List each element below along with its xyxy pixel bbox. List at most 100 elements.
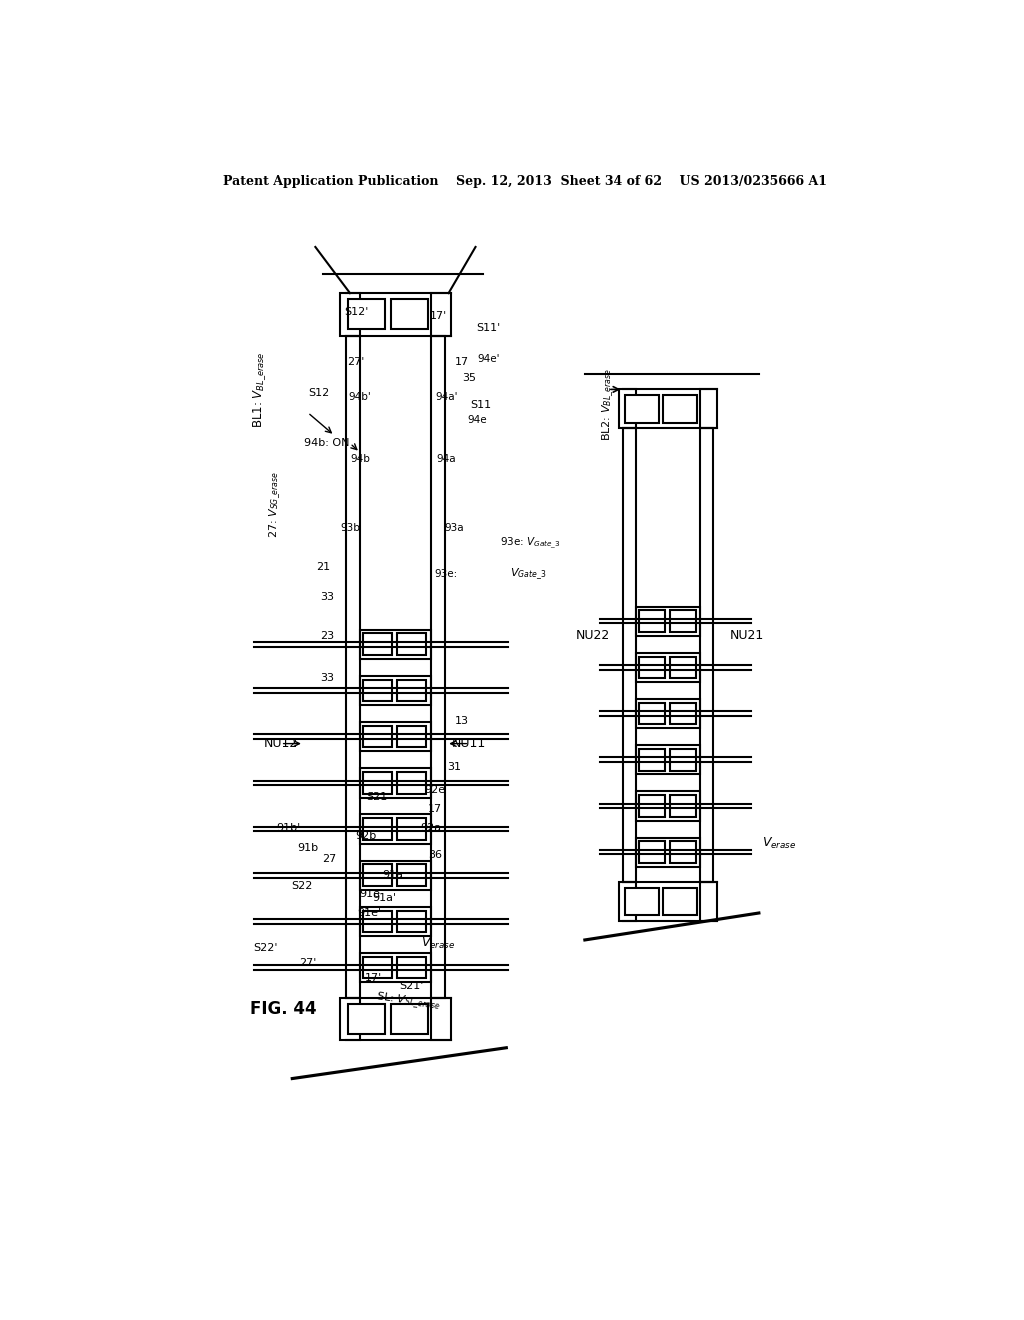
- Text: S12: S12: [308, 388, 330, 399]
- Text: 91b': 91b': [276, 824, 300, 833]
- Text: 94e: 94e: [467, 416, 486, 425]
- Text: 33: 33: [321, 673, 335, 684]
- Text: 91e': 91e': [357, 908, 381, 917]
- Bar: [340, 293, 360, 335]
- Text: 23: 23: [321, 631, 335, 640]
- Bar: [636, 700, 700, 729]
- Text: 93e:: 93e:: [434, 569, 458, 579]
- Text: 27: $V_{SG\_erase}$: 27: $V_{SG\_erase}$: [267, 471, 283, 539]
- Bar: [700, 882, 717, 921]
- Text: S11': S11': [476, 323, 501, 333]
- Text: S21': S21': [399, 981, 424, 991]
- Text: FIG. 44: FIG. 44: [250, 1001, 316, 1018]
- Text: 17': 17': [430, 312, 447, 321]
- Text: 27': 27': [347, 358, 365, 367]
- Text: 27: 27: [323, 854, 336, 865]
- Text: 35: 35: [463, 372, 476, 383]
- Bar: [625, 395, 658, 422]
- Bar: [360, 630, 431, 659]
- Bar: [346, 335, 360, 998]
- Text: 94b': 94b': [348, 392, 372, 403]
- Bar: [397, 818, 426, 840]
- Text: Patent Application Publication    Sep. 12, 2013  Sheet 34 of 62    US 2013/02356: Patent Application Publication Sep. 12, …: [223, 176, 826, 187]
- Bar: [364, 911, 392, 932]
- Text: 21: 21: [316, 561, 330, 572]
- Bar: [636, 607, 700, 636]
- Text: 93e: $V_{Gate\_3}$: 93e: $V_{Gate\_3}$: [500, 536, 561, 550]
- Bar: [397, 865, 426, 886]
- Text: 17: 17: [428, 804, 441, 814]
- Bar: [360, 768, 431, 797]
- Bar: [360, 953, 431, 982]
- Bar: [348, 300, 385, 330]
- Text: 91a': 91a': [373, 892, 396, 903]
- Text: 27': 27': [299, 958, 316, 968]
- Text: S12': S12': [344, 308, 369, 317]
- Bar: [639, 702, 665, 725]
- Bar: [397, 634, 426, 655]
- Text: 33: 33: [321, 593, 335, 602]
- Bar: [636, 838, 700, 867]
- Bar: [636, 744, 700, 775]
- Text: 93a: 93a: [444, 523, 464, 533]
- Bar: [700, 389, 717, 428]
- Bar: [670, 748, 695, 771]
- Bar: [636, 653, 700, 682]
- Bar: [340, 998, 360, 1040]
- Bar: [397, 957, 426, 978]
- Bar: [360, 814, 431, 843]
- Bar: [625, 887, 658, 915]
- Bar: [360, 907, 431, 936]
- Bar: [670, 702, 695, 725]
- Text: $V_{Gate\_3}$: $V_{Gate\_3}$: [510, 566, 547, 582]
- Text: S22': S22': [253, 942, 278, 953]
- Bar: [431, 335, 444, 998]
- Bar: [360, 722, 431, 751]
- Text: $V_{erase}$: $V_{erase}$: [421, 936, 456, 952]
- Text: 92a: 92a: [420, 824, 441, 833]
- Text: $V_{erase}$: $V_{erase}$: [762, 836, 797, 851]
- Bar: [364, 818, 392, 840]
- Bar: [618, 389, 636, 428]
- Bar: [397, 911, 426, 932]
- Text: BL2: $V_{BL\_erase}$: BL2: $V_{BL\_erase}$: [600, 368, 615, 441]
- Text: 94a: 94a: [436, 454, 456, 463]
- Bar: [636, 792, 700, 821]
- Bar: [364, 772, 392, 793]
- Bar: [670, 841, 695, 863]
- Text: 36: 36: [428, 850, 441, 861]
- Bar: [364, 957, 392, 978]
- Bar: [618, 882, 636, 921]
- Bar: [670, 610, 695, 632]
- Text: 94a': 94a': [435, 392, 458, 403]
- Text: 91b: 91b: [297, 842, 318, 853]
- Text: 91a: 91a: [382, 870, 402, 879]
- Bar: [397, 680, 426, 701]
- Text: 91e: 91e: [358, 888, 380, 899]
- Bar: [639, 656, 665, 678]
- Bar: [664, 887, 697, 915]
- Text: NU11: NU11: [453, 737, 486, 750]
- Bar: [364, 726, 392, 747]
- Bar: [391, 300, 428, 330]
- Text: 94b: ON: 94b: ON: [304, 438, 349, 449]
- Text: 31: 31: [446, 762, 461, 772]
- Bar: [364, 634, 392, 655]
- Bar: [348, 1003, 385, 1034]
- Text: 17': 17': [365, 973, 382, 983]
- Text: 17: 17: [455, 358, 469, 367]
- Bar: [364, 865, 392, 886]
- Bar: [391, 1003, 428, 1034]
- Text: 94e': 94e': [477, 354, 500, 363]
- Bar: [431, 293, 451, 335]
- Text: S22: S22: [291, 880, 312, 891]
- Bar: [639, 841, 665, 863]
- Bar: [431, 998, 451, 1040]
- Bar: [360, 861, 431, 890]
- Text: S11: S11: [470, 400, 492, 409]
- Bar: [639, 610, 665, 632]
- Bar: [670, 656, 695, 678]
- Text: NU12: NU12: [263, 737, 298, 750]
- Text: BL1: $V_{BL\_erase}$: BL1: $V_{BL\_erase}$: [252, 351, 268, 428]
- Text: NU21: NU21: [729, 630, 764, 643]
